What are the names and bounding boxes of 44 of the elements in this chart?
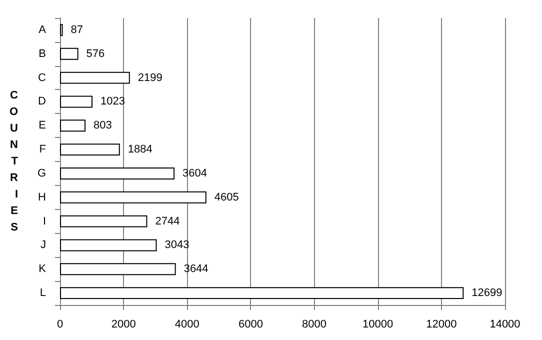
bar <box>60 96 93 108</box>
data-label: 3604 <box>182 167 208 180</box>
bar <box>60 239 157 252</box>
data-label: 2199 <box>138 72 162 84</box>
text: COUNTRIES <box>9 90 18 234</box>
bar <box>60 72 130 84</box>
bar <box>60 120 86 132</box>
y-tick-label: G <box>37 167 46 180</box>
bar <box>60 215 148 228</box>
data-label: 87 <box>70 24 84 36</box>
bar <box>60 48 78 60</box>
data-label: 803 <box>94 120 112 132</box>
data-label: 1023 <box>100 96 125 108</box>
data-label: 3043 <box>164 239 190 252</box>
y-tick-label: L <box>40 287 46 300</box>
x-tick-label: 12000 <box>426 318 457 330</box>
x-tick-label: 4000 <box>174 318 200 330</box>
data-label: 1884 <box>128 144 152 156</box>
bar <box>60 287 464 300</box>
y-tick-label: I <box>42 215 46 228</box>
data-label: 12699 <box>472 287 502 300</box>
y-tick-label: B <box>38 48 46 60</box>
x-tick-label: 8000 <box>302 318 327 330</box>
bar <box>60 191 206 204</box>
x-tick-label: 6000 <box>238 318 263 330</box>
bar <box>60 263 176 276</box>
y-tick-label: A <box>38 24 47 36</box>
y-tick-label: D <box>38 96 46 108</box>
data-label: 2744 <box>155 215 180 228</box>
y-tick-label: C <box>38 72 46 84</box>
x-tick-label: 10000 <box>362 318 394 330</box>
y-tick-label: J <box>40 239 46 252</box>
x-tick-label: 0 <box>56 318 64 330</box>
y-tick-label: E <box>38 120 46 132</box>
data-label: 4605 <box>214 191 239 204</box>
y-tick-label: K <box>38 263 47 276</box>
bar <box>60 167 175 180</box>
data-label: 3644 <box>184 263 208 276</box>
bar <box>60 144 120 156</box>
x-tick-label: 2000 <box>111 318 136 330</box>
data-label: 576 <box>86 48 105 60</box>
y-tick-label: H <box>38 191 46 204</box>
y-tick-label: F <box>39 144 46 156</box>
x-tick-label: 14000 <box>490 318 520 330</box>
